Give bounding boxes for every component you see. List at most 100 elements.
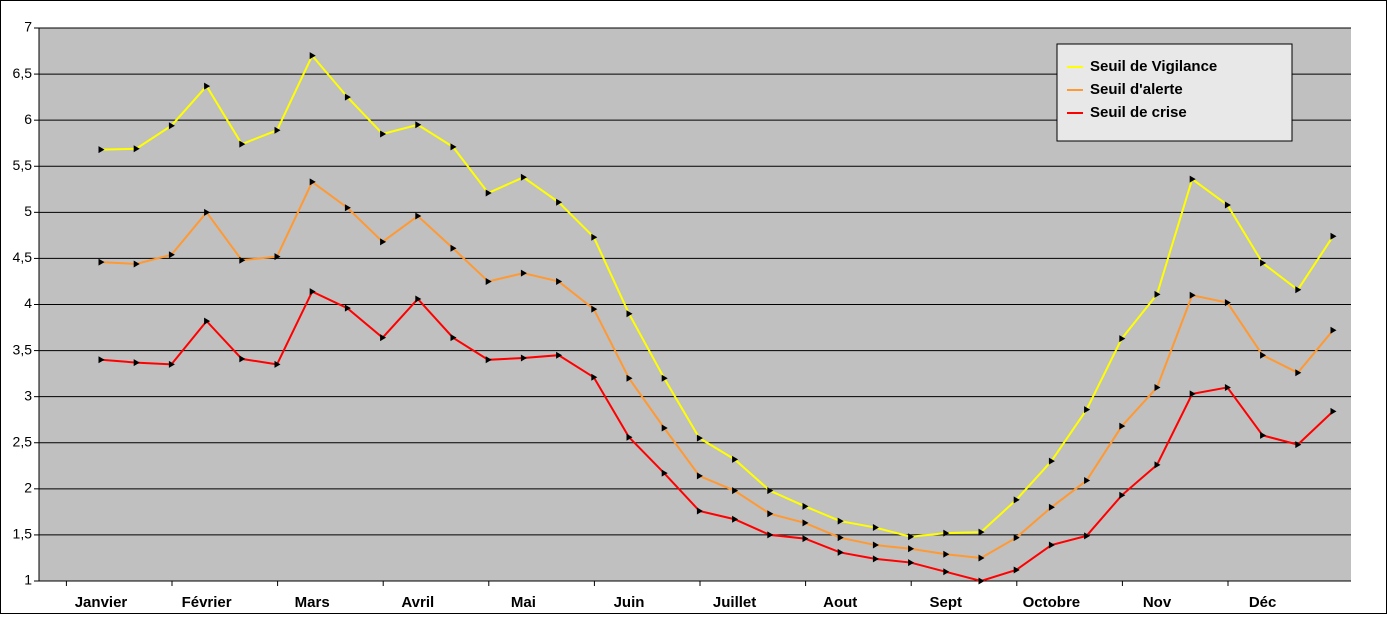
point-marker <box>133 359 140 367</box>
point-marker <box>908 545 915 553</box>
point-marker <box>1048 541 1055 549</box>
point-marker <box>767 510 774 518</box>
point-marker <box>485 356 492 364</box>
point-marker <box>1084 477 1091 485</box>
point-marker <box>591 305 598 313</box>
point-marker <box>626 433 633 441</box>
point-marker <box>239 140 246 148</box>
point-marker <box>802 519 809 527</box>
point-marker <box>380 130 387 138</box>
point-marker <box>1119 491 1126 499</box>
point-marker <box>556 277 563 285</box>
line <box>100 180 1334 559</box>
point-marker <box>98 356 105 364</box>
point-marker <box>274 360 281 368</box>
point-marker <box>1189 291 1196 299</box>
y-tick-label: 1 <box>24 572 32 588</box>
point-marker <box>872 555 879 563</box>
point-marker <box>1260 431 1267 439</box>
legend-label: Seuil de Vigilance <box>1090 58 1217 75</box>
y-tick-label: 1,5 <box>13 526 33 542</box>
point-marker <box>1084 532 1091 540</box>
point-marker <box>732 455 739 463</box>
legend-label: Seuil de crise <box>1090 104 1187 121</box>
x-tick-label: Janvier <box>75 594 128 611</box>
point-marker <box>450 143 457 151</box>
point-marker <box>1189 390 1196 398</box>
point-marker <box>415 295 422 303</box>
point-marker <box>732 515 739 523</box>
point-marker <box>309 178 316 186</box>
point-marker <box>767 531 774 539</box>
point-marker <box>978 554 985 562</box>
point-marker <box>239 256 246 264</box>
point-marker <box>274 126 281 134</box>
point-marker <box>1084 406 1091 414</box>
point-marker <box>1189 175 1196 183</box>
point-marker <box>1119 422 1126 430</box>
point-marker <box>1119 335 1126 343</box>
x-tick-label: Sept <box>930 594 963 611</box>
x-tick-label: Juillet <box>713 594 756 611</box>
point-marker <box>344 304 351 312</box>
point-marker <box>1154 383 1161 391</box>
y-tick-label: 7 <box>24 19 32 35</box>
point-marker <box>696 434 703 442</box>
x-tick-label: Avril <box>401 594 434 611</box>
point-marker <box>661 469 668 477</box>
point-marker <box>696 472 703 480</box>
point-marker <box>1048 503 1055 511</box>
y-tick-label: 6,5 <box>13 65 33 81</box>
point-marker <box>556 198 563 206</box>
point-marker <box>485 277 492 285</box>
point-marker <box>98 146 105 154</box>
line <box>100 290 1334 583</box>
point-marker <box>450 334 457 342</box>
point-marker <box>204 317 211 325</box>
point-marker <box>415 212 422 220</box>
point-marker <box>943 529 950 537</box>
point-marker <box>1013 496 1020 504</box>
point-marker <box>908 559 915 567</box>
legend-label: Seuil d'alerte <box>1090 81 1183 98</box>
point-marker <box>98 258 105 266</box>
point-marker <box>978 577 985 585</box>
y-tick-label: 2,5 <box>13 433 33 449</box>
point-marker <box>520 173 527 181</box>
point-marker <box>1013 566 1020 574</box>
point-marker <box>591 373 598 381</box>
point-marker <box>485 189 492 197</box>
point-marker <box>168 360 175 368</box>
y-tick-label: 4 <box>24 295 32 311</box>
point-marker <box>380 334 387 342</box>
y-tick-label: 4,5 <box>13 249 33 265</box>
point-marker <box>1224 201 1231 209</box>
y-tick-label: 6 <box>24 111 32 127</box>
point-marker <box>450 244 457 252</box>
point-marker <box>872 524 879 532</box>
point-marker <box>626 374 633 382</box>
point-marker <box>908 533 915 541</box>
x-tick-label: Juin <box>614 594 645 611</box>
point-marker <box>133 145 140 153</box>
point-marker <box>309 52 316 60</box>
point-marker <box>837 548 844 556</box>
point-marker <box>1330 326 1337 334</box>
x-tick-label: Nov <box>1143 594 1172 611</box>
point-marker <box>661 424 668 432</box>
point-marker <box>661 374 668 382</box>
point-marker <box>1154 290 1161 298</box>
point-marker <box>380 238 387 246</box>
point-marker <box>591 233 598 241</box>
point-marker <box>520 354 527 362</box>
point-marker <box>837 517 844 525</box>
point-marker <box>274 253 281 261</box>
point-marker <box>1048 457 1055 465</box>
line <box>100 53 1334 538</box>
point-marker <box>309 288 316 296</box>
y-tick-label: 2 <box>24 480 32 496</box>
point-marker <box>802 535 809 543</box>
point-marker <box>696 507 703 515</box>
point-marker <box>837 534 844 542</box>
x-tick-label: Mai <box>511 594 536 611</box>
